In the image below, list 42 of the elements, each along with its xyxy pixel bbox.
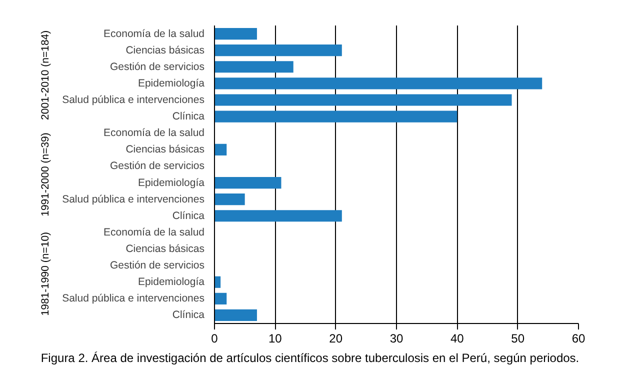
y-tick-label: Epidemiología [138,176,205,189]
bar [214,144,227,156]
y-tick-label: Economía de la salud [104,127,205,140]
y-tick-label: Salud pública e intervenciones [62,193,205,206]
x-tick-label: 40 [450,332,464,346]
x-tick-label: 30 [390,332,404,346]
bar [214,309,257,322]
x-tick-label: 60 [572,332,586,346]
x-tick-label: 0 [211,332,218,346]
bar [214,292,227,304]
y-tick-label: Economía de la salud [104,226,205,238]
bar [214,194,245,206]
y-tick-label: Gestión de servicios [110,260,205,272]
bar [214,28,257,40]
bar [214,78,542,90]
y-tick-label: Epidemiología [138,77,205,90]
y-tick-label: Gestión de servicios [110,160,205,172]
bar [214,61,294,73]
y-tick-label: Epidemiología [138,276,205,288]
bar [214,276,221,288]
text: 2001-2010 (n=184) [40,30,52,120]
y-tick-label: Salud pública e intervenciones [62,94,205,106]
y-tick-label: Gestión de servicios [110,60,205,73]
bar [214,210,342,222]
y-tick-label: Economía de la salud [104,28,205,40]
y-tick-label: Salud pública e intervenciones [62,292,205,305]
y-tick-label: Ciencias básicas [126,243,205,255]
bar [214,176,282,189]
x-tick-label: 20 [329,332,343,346]
bar [214,44,342,56]
bar [214,94,512,106]
y-tick-label: Clínica [172,210,205,222]
text: Figura 2. Área de investigación de artículos científicos sobre tuberculosis en el Perú, según periodos. [40,350,580,367]
x-tick-label: 50 [511,332,525,346]
text: 1981-1990 (n=10) [40,232,52,316]
text: 1991-2000 (n=39) [40,132,52,216]
y-tick-label: Ciencias básicas [126,44,205,56]
x-tick-label: 10 [268,332,282,346]
y-tick-label: Clínica [172,309,205,322]
bar [214,110,458,122]
y-tick-label: Ciencias básicas [126,144,205,156]
y-tick-label: Clínica [172,110,205,123]
